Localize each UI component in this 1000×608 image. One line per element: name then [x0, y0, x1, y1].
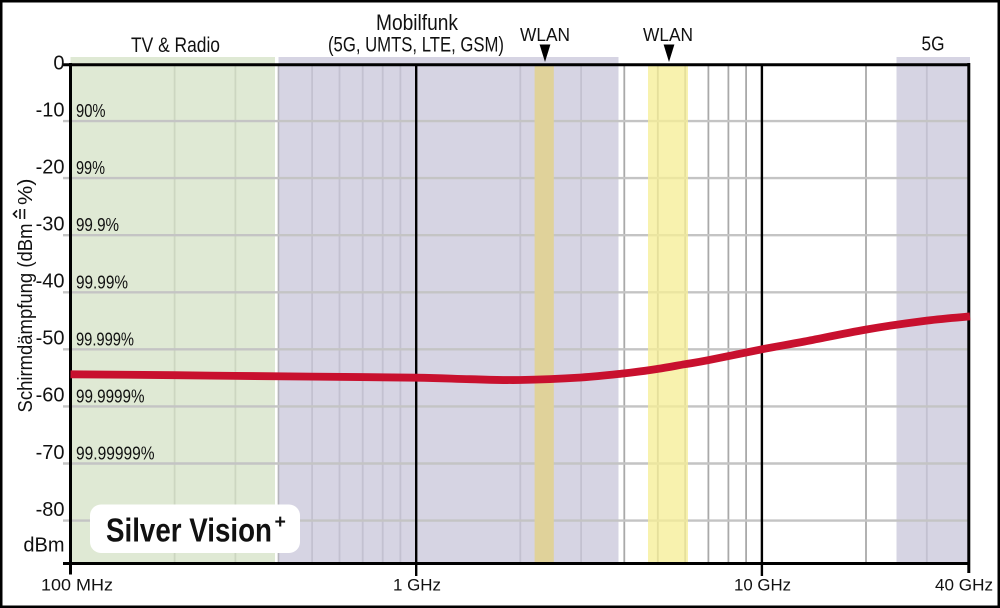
svg-text:-70: -70 — [36, 442, 65, 464]
svg-text:-60: -60 — [36, 385, 65, 407]
svg-text:40 GHz: 40 GHz — [935, 576, 993, 595]
svg-text:99.99999%: 99.99999% — [76, 444, 155, 464]
svg-text:90%: 90% — [76, 101, 106, 121]
svg-text:99%: 99% — [76, 158, 105, 178]
svg-text:dBm: dBm — [23, 535, 64, 557]
svg-text:0: 0 — [53, 53, 64, 75]
svg-text:+: + — [275, 511, 286, 533]
svg-text:10 GHz: 10 GHz — [734, 576, 791, 595]
svg-text:WLAN: WLAN — [643, 24, 693, 45]
svg-text:100 MHz: 100 MHz — [41, 576, 113, 595]
svg-text:TV & Radio: TV & Radio — [131, 34, 220, 57]
svg-text:-80: -80 — [36, 499, 65, 521]
svg-text:99.99%: 99.99% — [76, 272, 128, 292]
svg-text:WLAN: WLAN — [520, 24, 570, 45]
svg-text:99.9999%: 99.9999% — [76, 386, 145, 406]
svg-text:-20: -20 — [36, 156, 65, 178]
svg-text:(5G, UMTS, LTE, GSM): (5G, UMTS, LTE, GSM) — [328, 34, 504, 57]
svg-text:99.999%: 99.999% — [76, 329, 134, 349]
svg-text:%): %) — [15, 179, 37, 206]
svg-text:Mobilfunk: Mobilfunk — [376, 10, 459, 35]
svg-text:1 GHz: 1 GHz — [393, 576, 441, 595]
svg-text:Silver Vision: Silver Vision — [106, 512, 272, 549]
svg-text:Schirmdämpfung (dBm: Schirmdämpfung (dBm — [15, 224, 37, 413]
svg-text:-40: -40 — [36, 271, 65, 293]
svg-text:-50: -50 — [36, 328, 65, 350]
svg-text:-30: -30 — [36, 214, 65, 236]
svg-text:5G: 5G — [922, 34, 945, 56]
svg-text:99.9%: 99.9% — [76, 215, 119, 235]
svg-text:-10: -10 — [36, 99, 65, 121]
